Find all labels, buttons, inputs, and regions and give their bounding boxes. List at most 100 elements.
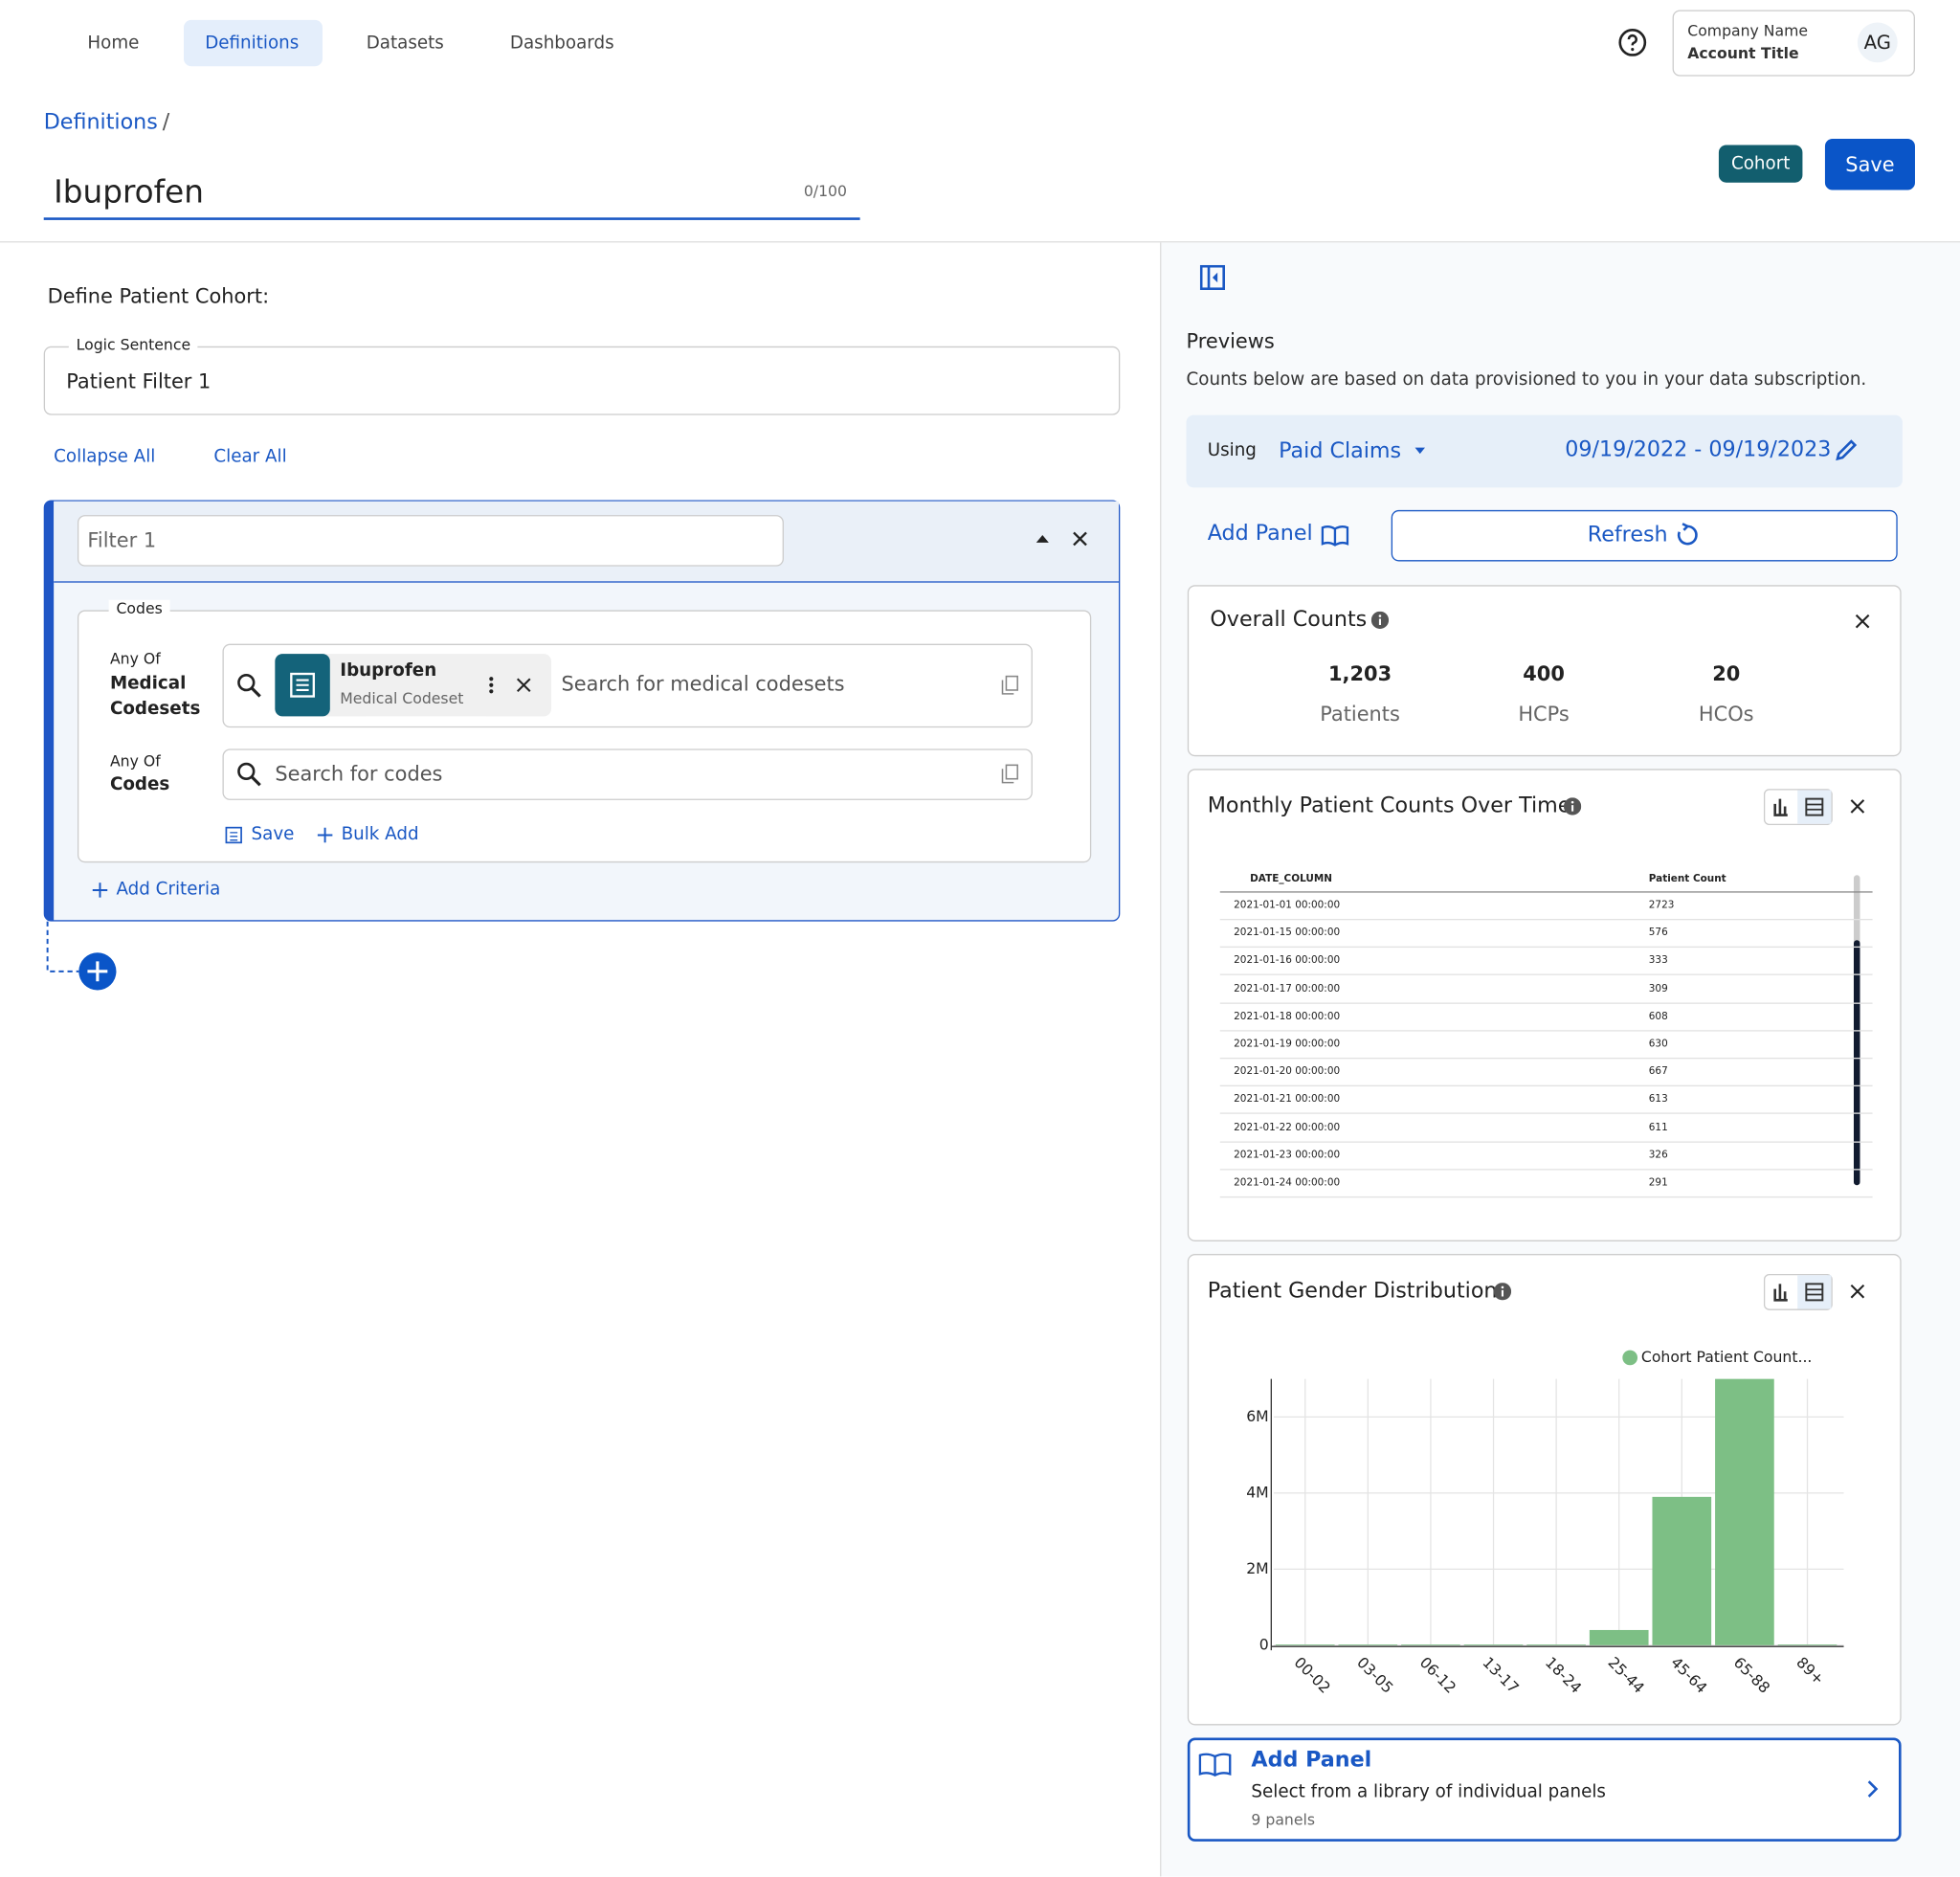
- logic-field[interactable]: [43, 346, 1121, 415]
- stat-value: 400: [1523, 661, 1565, 686]
- close-icon[interactable]: [1850, 799, 1865, 815]
- section-heading: Define Patient Cohort:: [47, 284, 270, 308]
- book-icon: [1198, 1753, 1232, 1776]
- filter-name-input[interactable]: [77, 515, 784, 567]
- view-toggle[interactable]: [1763, 789, 1834, 826]
- header-line: [1219, 891, 1873, 893]
- info-icon[interactable]: [1493, 1283, 1512, 1301]
- breadcrumb[interactable]: Definitions: [43, 109, 158, 135]
- row-label: Medical Codesets: [109, 673, 201, 720]
- cell: 2021-01-21 00:00:00: [1234, 1093, 1341, 1106]
- y-tick-label: 0: [1259, 1635, 1269, 1653]
- nav-item[interactable]: Home: [87, 33, 140, 54]
- stat-value: 1,203: [1328, 661, 1392, 686]
- refresh-button[interactable]: [1391, 509, 1898, 562]
- row-line: [1219, 1112, 1873, 1115]
- save-icon: [225, 826, 242, 844]
- dropdown-caret[interactable]: [1413, 445, 1428, 458]
- codes-label: Codes: [108, 599, 170, 618]
- row-line: [1219, 1057, 1873, 1060]
- close-icon[interactable]: [1850, 1284, 1865, 1299]
- remove-filter-icon[interactable]: [1071, 530, 1088, 547]
- stat-label: HCOs: [1698, 702, 1754, 726]
- stat-label: Patients: [1320, 702, 1400, 726]
- cell: 613: [1648, 1093, 1668, 1106]
- stat-value: 20: [1712, 661, 1741, 686]
- collapse-all[interactable]: Collapse All: [54, 447, 156, 467]
- plus-icon: [92, 883, 108, 898]
- add-panel-card[interactable]: [1187, 1737, 1902, 1842]
- nav-item[interactable]: Dashboards: [509, 33, 614, 54]
- chart-title: Patient Gender Distribution: [1207, 1278, 1498, 1305]
- row-line: [1219, 946, 1873, 949]
- nav-item[interactable]: Datasets: [366, 33, 444, 54]
- search-icon: [237, 673, 261, 698]
- save-button[interactable]: Save: [1824, 138, 1915, 190]
- x-tick-label: 03-05: [1353, 1653, 1397, 1697]
- save-link[interactable]: Save: [251, 824, 295, 845]
- row-line: [1219, 1168, 1873, 1171]
- codeset-input[interactable]: [222, 643, 1033, 728]
- cell: 611: [1648, 1121, 1668, 1133]
- info-icon[interactable]: [1370, 611, 1390, 629]
- chip-remove[interactable]: [516, 678, 531, 693]
- info-icon[interactable]: [1563, 797, 1582, 816]
- x-tick-label: 06-12: [1416, 1653, 1460, 1697]
- bulk-add[interactable]: Bulk Add: [341, 824, 419, 845]
- add-criteria[interactable]: Add Criteria: [116, 879, 221, 900]
- bar: [1589, 1629, 1649, 1645]
- plus-icon: [317, 827, 333, 843]
- nav-active-bg: [183, 19, 323, 67]
- copy-icon[interactable]: [1001, 764, 1018, 784]
- add-panel-description: Select from a library of individual pane…: [1251, 1782, 1606, 1802]
- cell: 309: [1648, 982, 1668, 994]
- scrollbar-thumb[interactable]: [1853, 940, 1860, 1186]
- x-tick-label: 18-24: [1542, 1653, 1586, 1697]
- clear-all[interactable]: Clear All: [213, 447, 287, 467]
- copy-icon[interactable]: [1001, 675, 1018, 695]
- bar: [1652, 1496, 1712, 1645]
- date-range[interactable]: 09/19/2022 - 09/19/2023: [1565, 436, 1832, 463]
- add-panel-link[interactable]: Add Panel: [1207, 521, 1313, 547]
- close-icon[interactable]: [1855, 614, 1870, 629]
- chip-menu[interactable]: [485, 675, 498, 695]
- y-tick-label: 2M: [1246, 1559, 1268, 1577]
- cell: 333: [1648, 954, 1668, 967]
- help-icon[interactable]: [1617, 28, 1647, 57]
- account-box[interactable]: [1672, 10, 1915, 77]
- collapse-icon[interactable]: [1033, 530, 1053, 547]
- row-line: [1219, 1140, 1873, 1143]
- x-tick-label: 00-02: [1291, 1653, 1335, 1697]
- collapse-panel-icon[interactable]: [1199, 264, 1225, 291]
- y-tick-label: 6M: [1246, 1407, 1268, 1425]
- book-icon: [1321, 525, 1349, 547]
- qualifier: Any Of: [109, 752, 161, 771]
- edit-icon[interactable]: [1834, 437, 1859, 462]
- add-filter-connector[interactable]: [37, 921, 124, 996]
- logic-value: Patient Filter 1: [66, 369, 212, 393]
- cell: 2021-01-23 00:00:00: [1234, 1149, 1341, 1161]
- refresh-icon: [1677, 523, 1698, 546]
- previews-title: Previews: [1186, 329, 1275, 353]
- cell: 2021-01-24 00:00:00: [1234, 1176, 1341, 1189]
- legend-label: Cohort Patient Count...: [1641, 1348, 1812, 1366]
- search-icon: [237, 762, 261, 787]
- using-bar: [1186, 414, 1903, 488]
- source-select[interactable]: Paid Claims: [1279, 438, 1402, 464]
- nav-item[interactable]: Definitions: [205, 33, 300, 54]
- previews-description: Counts below are based on data provision…: [1186, 369, 1867, 390]
- avatar[interactable]: AG: [1857, 22, 1898, 63]
- row-line: [1219, 1195, 1873, 1198]
- title-input[interactable]: Ibuprofen: [54, 173, 204, 211]
- row-line: [1219, 1084, 1873, 1087]
- row-line: [1219, 973, 1873, 976]
- cohort-button[interactable]: Cohort: [1718, 145, 1803, 183]
- row-label: Codes: [109, 774, 170, 795]
- cell: 291: [1648, 1176, 1668, 1189]
- view-toggle[interactable]: [1763, 1273, 1834, 1311]
- stat-label: HCPs: [1518, 702, 1570, 726]
- panel-count: 9 panels: [1251, 1811, 1316, 1829]
- title-underline: [43, 217, 860, 220]
- code-input[interactable]: [222, 749, 1033, 800]
